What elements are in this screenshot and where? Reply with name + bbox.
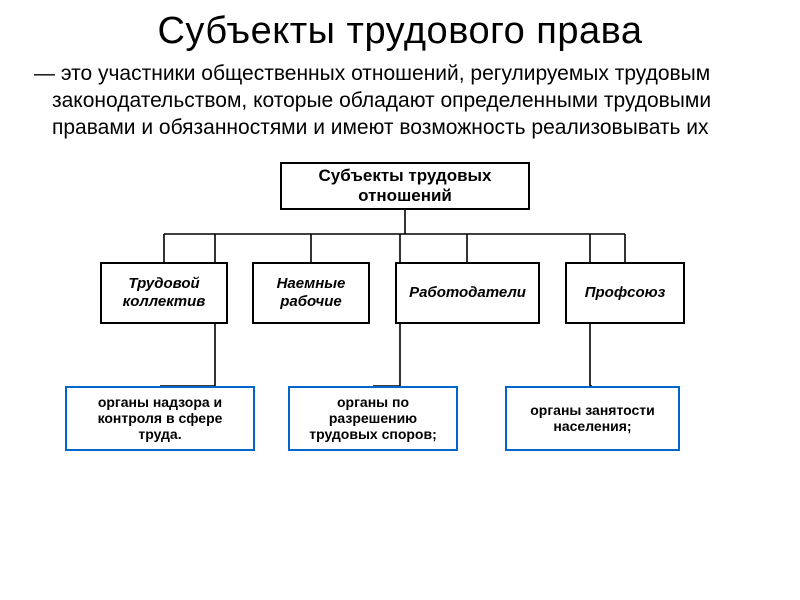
node-trudovoi-kollektiv: Трудовой коллектив — [100, 262, 228, 324]
page-title: Субъекты трудового права — [0, 0, 800, 61]
node-rabotodateli: Работодатели — [395, 262, 540, 324]
definition-text: — это участники общественных отношений, … — [18, 61, 800, 154]
node-profsoyuz: Профсоюз — [565, 262, 685, 324]
root-node: Субъекты трудовых отношений — [280, 162, 530, 210]
org-chart: Субъекты трудовых отношений Трудовой кол… — [0, 154, 800, 484]
node-nadzor-kontrol: органы надзора и контроля в сфере труда. — [65, 386, 255, 451]
node-razreshenie-sporov: органы по разрешению трудовых споров; — [288, 386, 458, 451]
node-zanyatost: органы занятости населения; — [505, 386, 680, 451]
node-naemnye-rabochie: Наемные рабочие — [252, 262, 370, 324]
